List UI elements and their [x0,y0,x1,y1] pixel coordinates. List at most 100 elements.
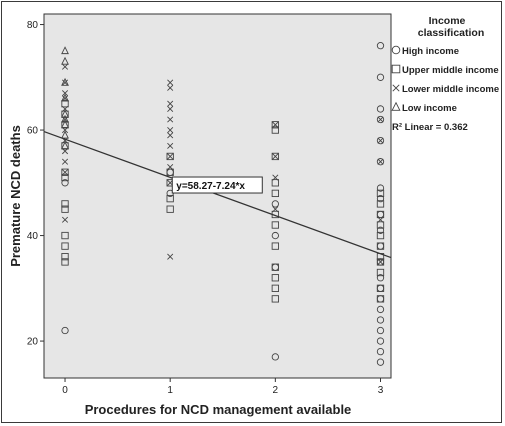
legend-x-icon [392,84,400,92]
point-upper-middle-income [166,205,174,213]
fit-equation-frame [171,176,263,194]
point-upper-middle-income [376,189,385,198]
point-lower-middle-income [167,253,174,260]
point-upper-middle-income [271,179,279,187]
point-low-income [61,120,69,128]
point-lower-middle-income [167,116,174,123]
point-lower-middle-income [377,158,384,165]
point-low-income [61,109,69,118]
legend-label: Upper middle income [402,65,499,76]
point-upper-middle-income [271,284,279,292]
point-upper-middle-income [271,274,279,282]
x-tick-label: 3 [378,385,384,396]
point-lower-middle-income [167,84,174,91]
point-upper-middle-income [271,126,279,134]
point-upper-middle-income [61,242,69,250]
point-upper-middle-income [61,100,69,108]
point-lower-middle-income [167,127,174,134]
point-lower-middle-income [167,79,174,86]
point-high-income [376,158,385,166]
point-lower-middle-income [61,216,69,223]
point-upper-middle-income [376,200,385,208]
legend-label: High income [402,46,459,57]
point-lower-middle-income [61,95,69,102]
point-lower-middle-income [61,105,69,112]
x-tick-label: 2 [273,385,279,396]
point-high-income [376,226,385,234]
point-upper-middle-income [376,268,385,277]
point-lower-middle-income [61,63,69,70]
point-upper-middle-income [61,168,69,176]
point-lower-middle-income [272,174,279,181]
point-high-income [376,115,385,124]
point-upper-middle-income [376,231,385,240]
point-high-income [376,73,385,81]
point-high-income [376,337,385,345]
point-upper-middle-income [61,231,69,240]
point-low-income [61,141,69,150]
point-upper-middle-income [376,210,385,219]
point-high-income [376,136,385,145]
point-upper-middle-income [166,194,174,203]
point-lower-middle-income [167,132,174,139]
point-upper-middle-income [61,200,69,208]
plot-area [43,13,392,379]
point-upper-middle-income [271,152,279,161]
point-upper-middle-income [376,221,385,229]
point-lower-middle-income [167,105,174,112]
point-lower-middle-income [377,137,384,144]
point-high-income [271,353,279,361]
point-high-income [376,326,385,335]
y-tick-label: 80 [27,20,39,31]
point-lower-middle-income [167,142,174,149]
point-lower-middle-income [61,158,69,165]
data-points [61,42,385,366]
point-high-income [271,200,279,208]
point-upper-middle-income [376,242,385,250]
point-high-income [376,305,385,314]
point-lower-middle-income [272,121,279,128]
legend-circle-icon [391,45,401,55]
point-lower-middle-income [167,153,174,160]
point-lower-middle-income [377,116,384,123]
point-lower-middle-income [167,100,174,107]
x-tick-label: 1 [167,385,173,396]
fit-equation-box: y=58.27-7.24*x [171,176,263,194]
y-tick-label: 40 [27,231,39,242]
point-lower-middle-income [272,206,279,213]
legend-label: Lower middle income [402,84,499,95]
fit-r2-label: R² Linear = 0.362 [392,122,468,133]
point-high-income [376,347,385,356]
legend-title: Income [429,15,466,27]
point-high-income [61,179,69,187]
y-tick-label: 60 [27,126,39,137]
fit-equation-label: y=58.27-7.24*x [176,181,245,192]
point-lower-middle-income [377,258,384,265]
point-high-income [61,326,69,335]
point-lower-middle-income [61,169,69,176]
point-low-income [61,114,69,123]
point-lower-middle-income [61,90,69,97]
point-low-income [61,46,69,55]
point-upper-middle-income [271,221,279,229]
point-high-income [376,105,385,113]
point-lower-middle-income [61,127,69,134]
point-upper-middle-income [61,173,69,182]
point-low-income [61,130,69,139]
legend-square-icon [391,64,401,74]
point-high-income [376,358,385,366]
point-upper-middle-income [166,168,174,176]
point-low-income [61,56,69,65]
point-upper-middle-income [271,121,279,129]
y-axis-title: Premature NCD deaths [8,125,23,267]
point-upper-middle-income [61,258,69,266]
x-tick-label: 0 [62,385,68,396]
point-lower-middle-income [167,163,174,171]
fit-line [43,130,392,259]
point-high-income [271,231,279,240]
point-upper-middle-income [271,295,279,303]
point-high-income [376,316,385,324]
